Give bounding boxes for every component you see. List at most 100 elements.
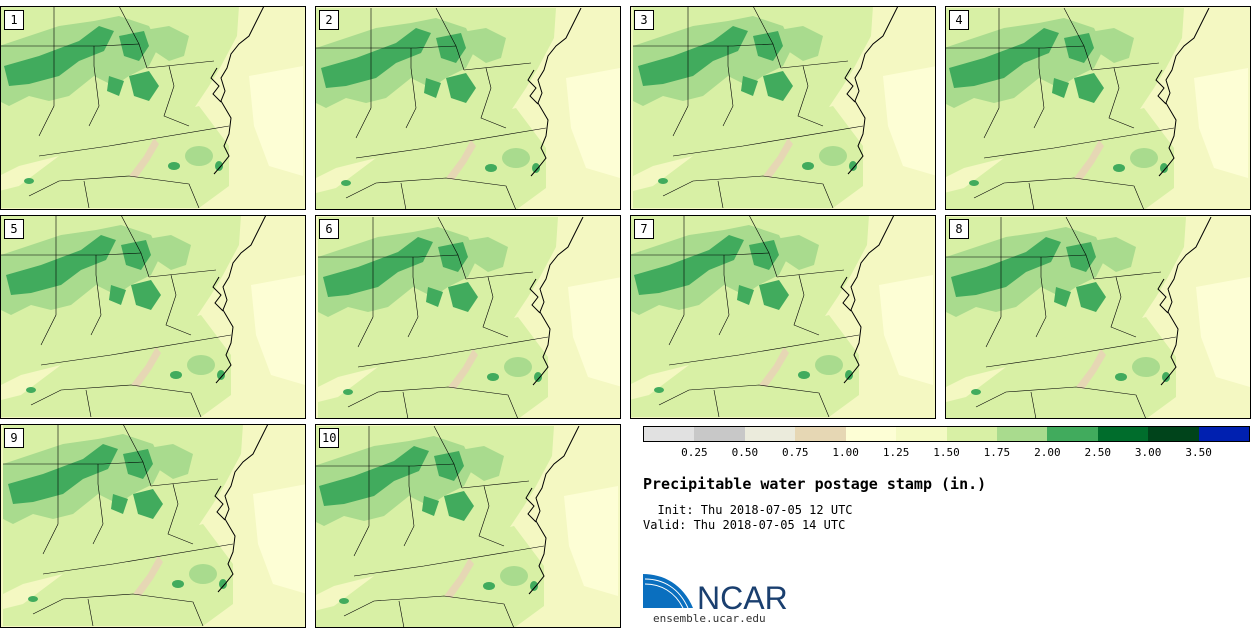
precipitable-water-map — [1, 7, 303, 208]
map-shape — [319, 446, 429, 506]
map-shape — [763, 138, 793, 178]
map-shape — [529, 278, 541, 314]
map-shape — [8, 444, 118, 504]
map-shape — [42, 425, 59, 555]
map-shape — [249, 66, 303, 176]
map-shape — [983, 8, 1000, 139]
map-shape — [133, 556, 163, 596]
map-shape — [398, 600, 405, 627]
map-shape — [1093, 271, 1162, 280]
map-shape — [946, 392, 1026, 418]
map-shape — [4, 26, 114, 86]
map-shape — [355, 127, 547, 159]
map-shape — [1028, 182, 1035, 209]
ncar-logo: NCAR — [643, 574, 788, 614]
map-shape — [1076, 349, 1106, 389]
member-panel-3: 3 — [630, 6, 936, 210]
map-shape — [737, 285, 754, 305]
map-shape — [773, 26, 823, 61]
map-shape — [1052, 78, 1069, 98]
colorbar-swatch — [896, 427, 947, 441]
colorbar-tick-label: 1.25 — [882, 446, 910, 459]
map-shape — [143, 444, 193, 479]
map-shape — [753, 31, 783, 61]
map-shape — [845, 370, 853, 380]
map-shape — [403, 466, 415, 547]
map-shape — [798, 371, 810, 379]
map-shape — [185, 146, 213, 166]
map-shape — [187, 355, 215, 375]
map-shape — [1157, 217, 1212, 386]
map-shape — [1130, 148, 1158, 168]
map-shape — [167, 483, 194, 545]
colorbar-tick-label: 1.75 — [983, 446, 1011, 459]
map-shape — [480, 67, 507, 129]
map-shape — [217, 370, 225, 380]
map-shape — [1065, 217, 1087, 256]
member-panel-8: 8 — [945, 215, 1251, 419]
map-shape — [433, 426, 455, 465]
map-shape — [780, 60, 849, 69]
map-shape — [1157, 278, 1169, 314]
map-shape — [424, 78, 441, 98]
map-shape — [525, 487, 537, 523]
map-shape — [119, 7, 140, 45]
map-shape — [402, 391, 409, 418]
map-shape — [1086, 237, 1136, 272]
member-label: 7 — [634, 219, 654, 239]
colorbar-swatch — [1148, 427, 1199, 441]
member-label: 2 — [319, 10, 339, 30]
map-shape — [357, 217, 374, 348]
map-shape — [133, 489, 163, 519]
map-shape — [485, 164, 497, 172]
map-shape — [42, 543, 234, 575]
map-shape — [668, 216, 685, 346]
map-shape — [111, 494, 128, 514]
map-shape — [150, 478, 219, 487]
member-label: 10 — [319, 428, 340, 448]
map-shape — [1155, 8, 1210, 177]
map-shape — [318, 392, 398, 418]
map-shape — [343, 595, 514, 627]
member-panel-7: 7 — [630, 215, 936, 419]
map-shape — [1030, 391, 1037, 418]
map-shape — [568, 277, 620, 387]
map-shape — [1196, 277, 1250, 387]
map-shape — [500, 566, 528, 586]
member-panel-1: 1 — [0, 6, 306, 210]
map-shape — [763, 71, 793, 101]
map-shape — [1108, 67, 1135, 129]
map-shape — [107, 76, 124, 96]
colorbar-tick-label: 0.75 — [782, 446, 809, 459]
map-shape — [1, 7, 230, 208]
map-shape — [1110, 276, 1137, 338]
map-shape — [454, 446, 504, 481]
map-shape — [483, 582, 495, 590]
map-shape — [40, 216, 57, 346]
map-shape — [722, 46, 734, 127]
source-url: ensemble.ucar.edu — [653, 612, 766, 625]
map-shape — [879, 275, 933, 385]
map-shape — [253, 484, 305, 594]
map-shape — [844, 7, 899, 175]
map-shape — [90, 255, 102, 336]
map-shape — [38, 7, 55, 137]
map-shape — [985, 336, 1177, 368]
map-shape — [971, 389, 981, 395]
map-shape — [713, 389, 720, 417]
map-shape — [334, 526, 544, 627]
map-shape — [983, 127, 1175, 159]
map-shape — [318, 217, 549, 418]
map-shape — [1155, 69, 1167, 105]
map-shape — [1160, 217, 1212, 386]
map-shape — [40, 334, 232, 366]
map-shape — [566, 68, 620, 178]
map-shape — [819, 146, 847, 166]
map-shape — [446, 73, 476, 103]
map-shape — [336, 108, 546, 209]
colorbar-tick-label: 3.00 — [1134, 446, 1162, 459]
map-shape — [316, 426, 545, 627]
map-shape — [530, 8, 582, 177]
map-shape — [28, 596, 38, 602]
map-shape — [339, 598, 349, 604]
